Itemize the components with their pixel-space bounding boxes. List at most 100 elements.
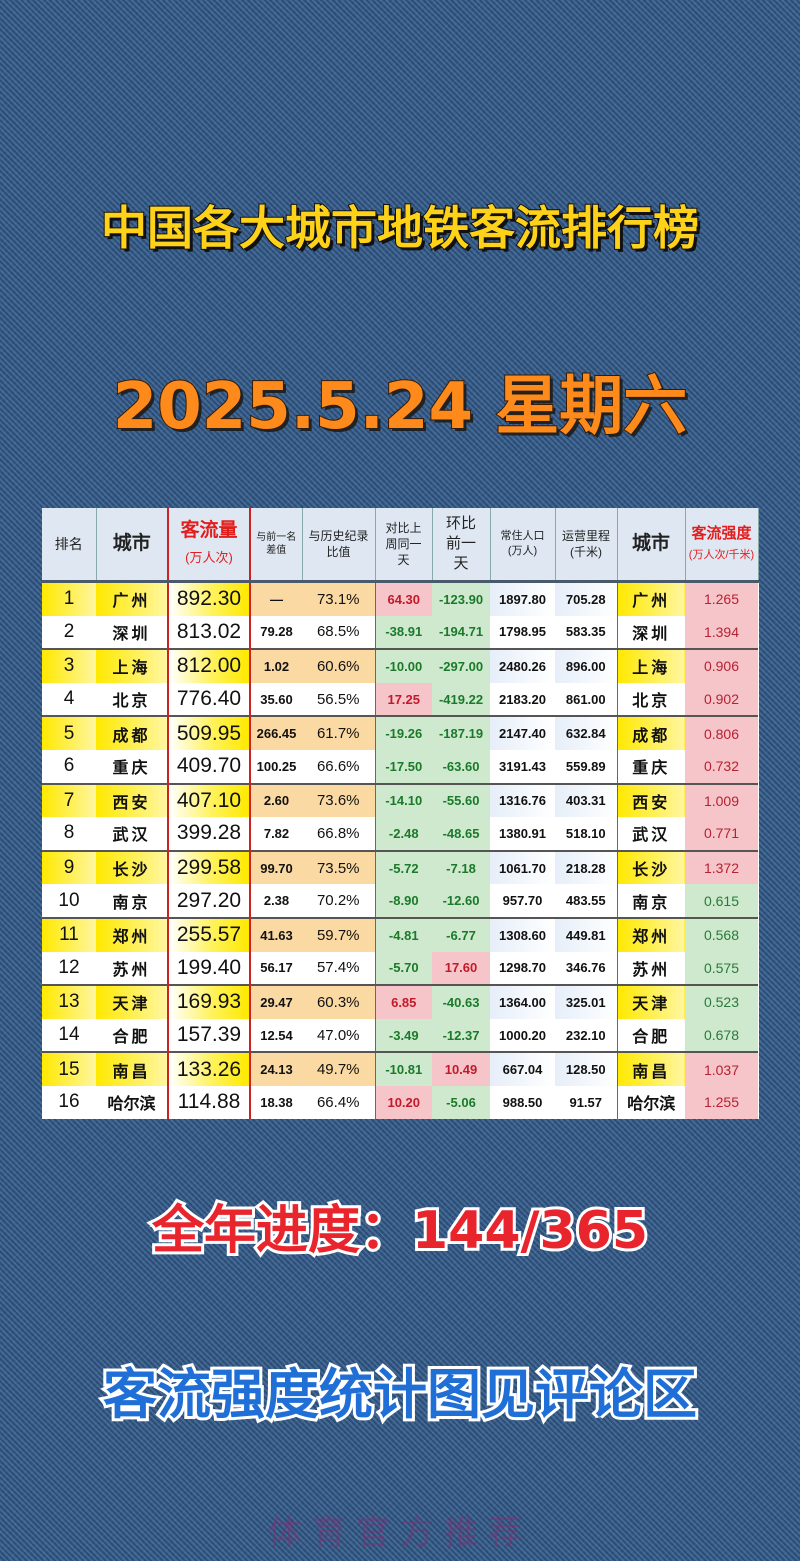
table-row: 5 成都 509.95 266.45 61.7% -19.26 -187.19 2147.40… bbox=[42, 715, 758, 750]
flow-cell: 509.95 bbox=[167, 715, 251, 750]
length-cell: 91.57 bbox=[555, 1085, 618, 1119]
diff-cell: 2.60 bbox=[250, 782, 302, 818]
city-cell: 合肥 bbox=[112, 1027, 151, 1047]
flow-cell: 812.00 bbox=[167, 648, 251, 683]
header-pop: 常住人口(万人) bbox=[490, 508, 556, 583]
city-cell: 西安 bbox=[96, 782, 168, 818]
rank-cell: 8 bbox=[63, 822, 75, 844]
header-rank: 排名 bbox=[42, 508, 97, 583]
ratio-cell: 60.3% bbox=[302, 984, 376, 1019]
watermark: 体育官方推荐 bbox=[268, 1513, 532, 1553]
intensity-cell: 0.732 bbox=[685, 749, 758, 784]
flow-cell: 133.26 bbox=[167, 1051, 251, 1086]
header-ratio: 与历史纪录比值 bbox=[302, 508, 376, 583]
table-row: 15 南昌 133.26 24.13 49.7% -10.81 10.49 667.04 128… bbox=[42, 1051, 758, 1086]
city-cell: 南昌 bbox=[96, 1051, 168, 1086]
table-row: 8 武汉 399.28 7.82 66.8% -2.48 -48.65 1380.91 518.… bbox=[42, 817, 758, 851]
intensity-cell: 0.906 bbox=[685, 648, 758, 683]
city2-cell: 西安 bbox=[617, 782, 685, 818]
comment-note: 客流强度统计图见评论区 bbox=[100, 1360, 700, 1429]
city-cell: 重庆 bbox=[112, 758, 151, 778]
intensity-cell: 1.009 bbox=[685, 782, 758, 818]
city2-cell: 成都 bbox=[617, 715, 685, 750]
wow-cell: -5.72 bbox=[374, 849, 432, 885]
year-progress: 全年进度：144/365 bbox=[149, 1198, 651, 1264]
dod-cell: -187.19 bbox=[432, 715, 490, 750]
wow-cell: 17.25 bbox=[374, 682, 432, 717]
wow-cell: -3.49 bbox=[374, 1018, 432, 1053]
length-cell: 632.84 bbox=[555, 715, 618, 750]
wow-cell: -14.10 bbox=[374, 782, 432, 818]
length-cell: 896.00 bbox=[555, 648, 618, 683]
diff-cell: 100.25 bbox=[256, 758, 297, 774]
population-cell: 2480.26 bbox=[490, 648, 555, 683]
flow-cell: 169.93 bbox=[167, 984, 251, 1019]
rank-cell: 15 bbox=[42, 1051, 96, 1086]
ratio-cell: 49.7% bbox=[302, 1051, 376, 1086]
table-row: 13 天津 169.93 29.47 60.3% 6.85 -40.63 1364.00 325… bbox=[42, 984, 758, 1019]
diff-cell: 266.45 bbox=[250, 715, 302, 750]
flow-cell: 114.88 bbox=[167, 1085, 251, 1119]
wow-cell: -38.91 bbox=[374, 615, 432, 650]
table-row: 16 哈尔滨 114.88 18.38 66.4% 10.20 -5.06 988.50 91.… bbox=[42, 1085, 758, 1119]
city-cell: 南京 bbox=[112, 892, 151, 912]
header-city: 城市 bbox=[96, 508, 169, 583]
population-cell: 1308.60 bbox=[490, 916, 555, 952]
intensity-cell: 0.523 bbox=[685, 984, 758, 1019]
length-cell: 218.28 bbox=[555, 849, 618, 885]
page-title: 中国各大城市地铁客流排行榜 bbox=[100, 200, 700, 256]
flow-cell: 409.70 bbox=[167, 749, 251, 784]
city-cell: 长沙 bbox=[96, 849, 168, 885]
intensity-cell: 0.902 bbox=[685, 682, 758, 717]
diff-cell: 12.54 bbox=[260, 1027, 293, 1043]
city2-cell: 合肥 bbox=[632, 1027, 671, 1047]
wow-cell: 64.30 bbox=[374, 581, 432, 616]
population-cell: 1798.95 bbox=[499, 624, 546, 640]
dod-cell: -123.90 bbox=[432, 581, 490, 616]
header-dod: 环比前一天 bbox=[432, 508, 491, 583]
flow-cell: 299.58 bbox=[167, 849, 251, 885]
length-cell: 128.50 bbox=[555, 1051, 618, 1086]
intensity-cell: 1.037 bbox=[685, 1051, 758, 1086]
city-cell: 武汉 bbox=[112, 825, 151, 845]
ratio-cell: 47.0% bbox=[302, 1018, 376, 1053]
table-row: 11 郑州 255.57 41.63 59.7% -4.81 -6.77 1308.60 449… bbox=[42, 916, 758, 952]
intensity-cell: 0.568 bbox=[685, 916, 758, 952]
wow-cell: -17.50 bbox=[374, 749, 432, 784]
wow-cell: -10.00 bbox=[374, 648, 432, 683]
city2-cell: 深圳 bbox=[632, 623, 671, 643]
population-cell: 988.50 bbox=[502, 1094, 543, 1110]
city-cell: 上海 bbox=[96, 648, 168, 683]
header-flow-unit: (万人次) bbox=[185, 550, 233, 565]
length-cell: 483.55 bbox=[555, 884, 618, 918]
length-cell: 861.00 bbox=[555, 682, 618, 717]
flow-cell: 892.30 bbox=[167, 581, 251, 616]
dod-cell: -297.00 bbox=[432, 648, 490, 683]
table-row: 10 南京 297.20 2.38 70.2% -8.90 -12.60 957.70 483.… bbox=[42, 884, 758, 918]
city2-cell: 广州 bbox=[617, 581, 685, 616]
city2-cell: 南昌 bbox=[617, 1051, 685, 1086]
length-cell: 346.76 bbox=[555, 951, 618, 986]
city2-cell: 郑州 bbox=[617, 916, 685, 952]
diff-cell: 2.38 bbox=[263, 893, 290, 909]
city-cell: 哈尔滨 bbox=[107, 1094, 156, 1114]
dod-cell: -12.37 bbox=[432, 1018, 490, 1053]
wow-cell: 6.85 bbox=[374, 984, 432, 1019]
ratio-cell: 73.5% bbox=[302, 849, 376, 885]
wow-cell: -2.48 bbox=[374, 817, 432, 851]
city2-cell: 长沙 bbox=[617, 849, 685, 885]
intensity-cell: 1.255 bbox=[685, 1085, 758, 1119]
header-length: 运营里程(千米) bbox=[555, 508, 618, 583]
length-cell: 518.10 bbox=[555, 817, 618, 851]
city2-cell: 上海 bbox=[617, 648, 685, 683]
rank-cell: 3 bbox=[42, 648, 96, 683]
dod-cell: -194.71 bbox=[432, 615, 490, 650]
header-flow-label: 客流量 bbox=[180, 520, 238, 542]
dod-cell: 17.60 bbox=[432, 951, 490, 986]
intensity-cell: 0.678 bbox=[685, 1018, 758, 1053]
population-cell: 1061.70 bbox=[490, 849, 555, 885]
ratio-cell: 59.7% bbox=[302, 916, 376, 952]
ratio-cell: 66.8% bbox=[302, 817, 376, 851]
dod-cell: -419.22 bbox=[432, 682, 490, 717]
intensity-cell: 0.771 bbox=[685, 817, 758, 851]
